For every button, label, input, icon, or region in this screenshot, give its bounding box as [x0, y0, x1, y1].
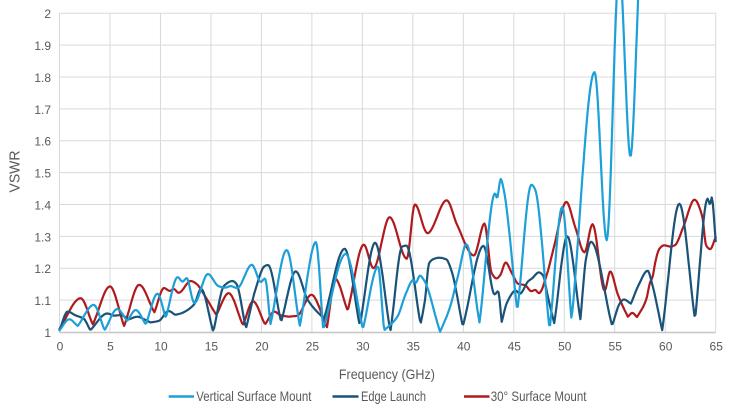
svg-text:10: 10 [154, 340, 168, 354]
svg-text:VSWR: VSWR [8, 151, 24, 193]
svg-text:55: 55 [609, 340, 623, 354]
svg-text:1.4: 1.4 [34, 199, 51, 213]
svg-text:Frequency (GHz): Frequency (GHz) [339, 366, 435, 382]
svg-text:1.9: 1.9 [34, 39, 51, 53]
svg-text:35: 35 [407, 340, 421, 354]
svg-text:Vertical Surface Mount: Vertical Surface Mount [196, 388, 311, 404]
svg-text:30: 30 [356, 340, 370, 354]
svg-text:1.3: 1.3 [34, 230, 51, 244]
svg-text:1: 1 [44, 326, 51, 340]
svg-text:15: 15 [205, 340, 219, 354]
svg-text:40: 40 [457, 340, 471, 354]
svg-text:1.7: 1.7 [34, 103, 51, 117]
svg-text:25: 25 [306, 340, 320, 354]
svg-text:1.8: 1.8 [34, 71, 51, 85]
svg-text:5: 5 [107, 340, 114, 354]
svg-text:1.6: 1.6 [34, 135, 51, 149]
svg-text:45: 45 [508, 340, 522, 354]
svg-text:60: 60 [659, 340, 673, 354]
svg-text:30° Surface Mount: 30° Surface Mount [491, 388, 587, 404]
svg-text:20: 20 [255, 340, 269, 354]
svg-text:0: 0 [57, 340, 64, 354]
svg-text:1.1: 1.1 [34, 294, 51, 308]
svg-text:Edge Launch: Edge Launch [361, 388, 426, 404]
svg-text:65: 65 [710, 340, 724, 354]
svg-text:50: 50 [558, 340, 572, 354]
svg-text:2: 2 [44, 7, 51, 21]
svg-text:1.2: 1.2 [34, 262, 51, 276]
svg-text:1.5: 1.5 [34, 167, 51, 181]
